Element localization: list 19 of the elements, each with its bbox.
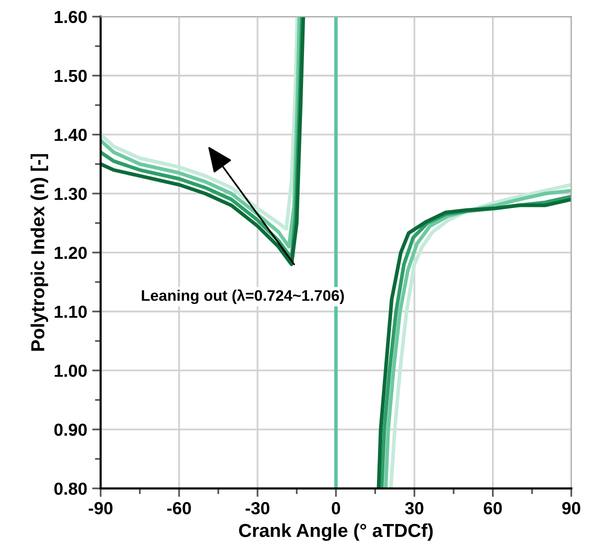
y-tick-label: 1.30: [54, 188, 87, 200]
y-tick-label: 1.50: [54, 70, 87, 82]
y-tick-label: 0.90: [54, 424, 87, 436]
y-tick-label: 1.20: [54, 246, 87, 259]
x-tick-label: 30: [405, 502, 424, 514]
y-tick-label: 0.80: [54, 482, 87, 495]
y-tick-label: 1.00: [54, 364, 87, 377]
y-tick-label: 1.10: [54, 306, 87, 318]
y-axis-title: Polytropic Index (n) [-]: [30, 154, 48, 351]
x-tick-label: -90: [88, 502, 112, 514]
annotation: Leaning out (λ=0.724~1.706): [142, 289, 344, 304]
x-tick-label: -30: [246, 502, 270, 514]
x-axis-title: Crank Angle (° aTDCf): [239, 523, 433, 541]
x-tick-label: 60: [484, 502, 502, 514]
y-tick-label: 1.60: [54, 10, 87, 24]
x-tick-label: 90: [562, 502, 580, 514]
x-tick-label: -60: [167, 502, 191, 514]
y-tick-label: 1.40: [54, 128, 87, 142]
x-tick-label: 0: [332, 502, 340, 514]
